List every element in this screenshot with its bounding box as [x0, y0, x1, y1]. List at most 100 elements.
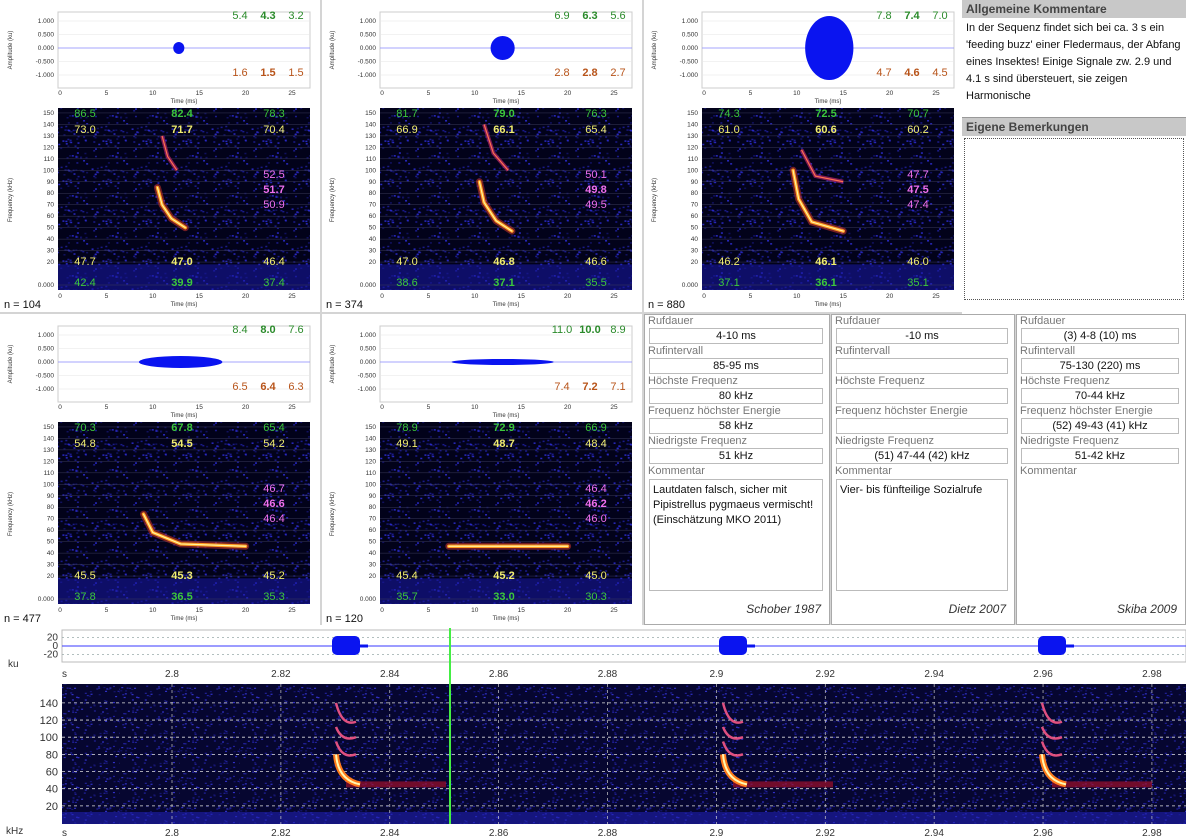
x-tick-label: 0	[380, 607, 384, 614]
measurement-value: 45.4	[396, 570, 417, 582]
y-tick-label: 0.500	[38, 32, 55, 39]
measurement-value: 36.5	[171, 591, 192, 603]
waveform-burst	[332, 636, 360, 655]
y-tick-label: 20	[47, 259, 55, 266]
field-label: Niedrigste Frequenz	[835, 435, 935, 447]
own-remarks-input[interactable]	[964, 138, 1184, 300]
x-tick-label: 20	[886, 90, 894, 97]
y-tick-label: 0.500	[360, 346, 377, 353]
y-tick-label: 90	[369, 493, 377, 500]
y-tick-label: 80	[691, 190, 699, 197]
y-tick-label: 30	[691, 248, 699, 255]
measurement-value: 45.2	[493, 570, 514, 582]
x-tick-label: 2.88	[598, 669, 618, 680]
call-core	[1041, 754, 1067, 786]
field-label: Niedrigste Frequenz	[648, 435, 748, 447]
y-tick-label: -20	[44, 649, 59, 660]
y-tick-label: 110	[366, 470, 377, 477]
measurement-value: 47.7	[907, 169, 928, 181]
axis-title: Time (ms)	[171, 413, 198, 419]
axis-title: Frequency (kHz)	[330, 492, 336, 536]
axis-title: Amplitude (ku)	[330, 345, 336, 384]
comments-panel: Allgemeine Kommentare In der Sequenz fin…	[962, 0, 1186, 314]
call-core	[335, 754, 361, 786]
y-tick-label: 60	[46, 767, 58, 779]
measurement-value: 37.1	[493, 277, 514, 289]
x-tick-label: 20	[242, 90, 250, 97]
measurement-value: 47.0	[396, 256, 417, 268]
measurement-value: 11.0	[552, 324, 573, 336]
x-tick-label: 0	[380, 404, 384, 411]
measurement-value: 86.5	[74, 108, 95, 120]
y-tick-label: 1.000	[360, 332, 377, 339]
y-tick-label: 70	[369, 516, 377, 523]
x-tick-label: 25	[932, 293, 940, 300]
axis-title: Time (ms)	[815, 99, 842, 105]
y-tick-label: 140	[43, 435, 54, 442]
x-tick-label: 5	[427, 293, 431, 300]
x-tick-label: 5	[749, 90, 753, 97]
x-tick-label: 5	[749, 293, 753, 300]
y-tick-label: 120	[43, 144, 54, 151]
axis-title: Time (ms)	[493, 302, 520, 308]
x-tick-label: 2.94	[924, 669, 944, 680]
measurement-value: 1.5	[260, 67, 275, 79]
y-tick-label: 80	[47, 190, 55, 197]
y-tick-label: 30	[47, 248, 55, 255]
y-tick-label: 50	[47, 539, 55, 546]
measurement-value: 45.3	[171, 570, 192, 582]
call-panel: Amplitude (ku) 1.000 0.500 0.000 -0.500 -1.00…	[0, 314, 320, 626]
general-comments-title: Allgemeine Kommentare	[962, 0, 1186, 18]
harmonic	[334, 726, 357, 740]
low-band	[58, 264, 310, 290]
measurement-value: 54.5	[171, 438, 192, 450]
y-tick-label: 1.000	[38, 332, 55, 339]
measurement-value: 48.4	[585, 438, 606, 450]
x-tick-label: 2.9	[709, 828, 723, 838]
y-tick-label: 100	[43, 481, 54, 488]
spectrogram	[58, 422, 310, 604]
measurement-value: 46.6	[263, 498, 284, 510]
y-tick-label: 60	[691, 213, 699, 220]
call-panel: Amplitude (ku) 1.000 0.500 0.000 -0.500 -1.00…	[0, 0, 320, 312]
axis-unit: ku	[8, 659, 19, 670]
harmonic	[1040, 702, 1063, 724]
axis-title: Time (ms)	[171, 99, 198, 105]
axis-unit: s	[62, 828, 67, 838]
y-tick-label: 140	[43, 121, 54, 128]
x-tick-label: 5	[427, 404, 431, 411]
x-tick-label: 15	[518, 293, 526, 300]
x-tick-label: 15	[196, 293, 204, 300]
measurement-value: 35.7	[396, 591, 417, 603]
measurement-value: 73.0	[74, 124, 95, 136]
y-tick-label: 60	[47, 527, 55, 534]
y-tick-label: 0.500	[682, 32, 699, 39]
x-tick-label: 5	[105, 607, 109, 614]
x-tick-label: 10	[793, 90, 801, 97]
y-tick-label: 140	[365, 435, 376, 442]
measurement-value: 45.5	[74, 570, 95, 582]
field-value: 51-42 kHz	[1021, 448, 1179, 464]
measurement-value: 46.4	[263, 256, 284, 268]
field-value: -10 ms	[836, 328, 1008, 344]
y-tick-label: 0.000	[682, 282, 699, 289]
x-tick-label: 25	[610, 90, 618, 97]
y-tick-label: 150	[687, 110, 698, 117]
measurement-value: 7.0	[932, 10, 947, 22]
measurement-value: 39.9	[171, 277, 192, 289]
measurement-value: 1.6	[232, 67, 247, 79]
measurement-value: 51.7	[263, 184, 284, 196]
field-label: Rufdauer	[835, 315, 881, 327]
measurement-value: 47.4	[907, 199, 928, 211]
x-tick-label: 20	[564, 90, 572, 97]
axis-title: Frequency (kHz)	[8, 178, 14, 222]
x-tick-label: 2.98	[1142, 669, 1162, 680]
x-tick-label: 10	[149, 404, 157, 411]
field-value: (51) 47-44 (42) kHz	[836, 448, 1008, 464]
y-tick-label: 150	[365, 424, 376, 431]
y-tick-label: 60	[47, 213, 55, 220]
sample-count: n = 120	[326, 613, 363, 625]
measurement-value: 33.0	[493, 591, 514, 603]
field-label: Kommentar	[648, 465, 705, 477]
y-tick-label: 100	[365, 167, 376, 174]
